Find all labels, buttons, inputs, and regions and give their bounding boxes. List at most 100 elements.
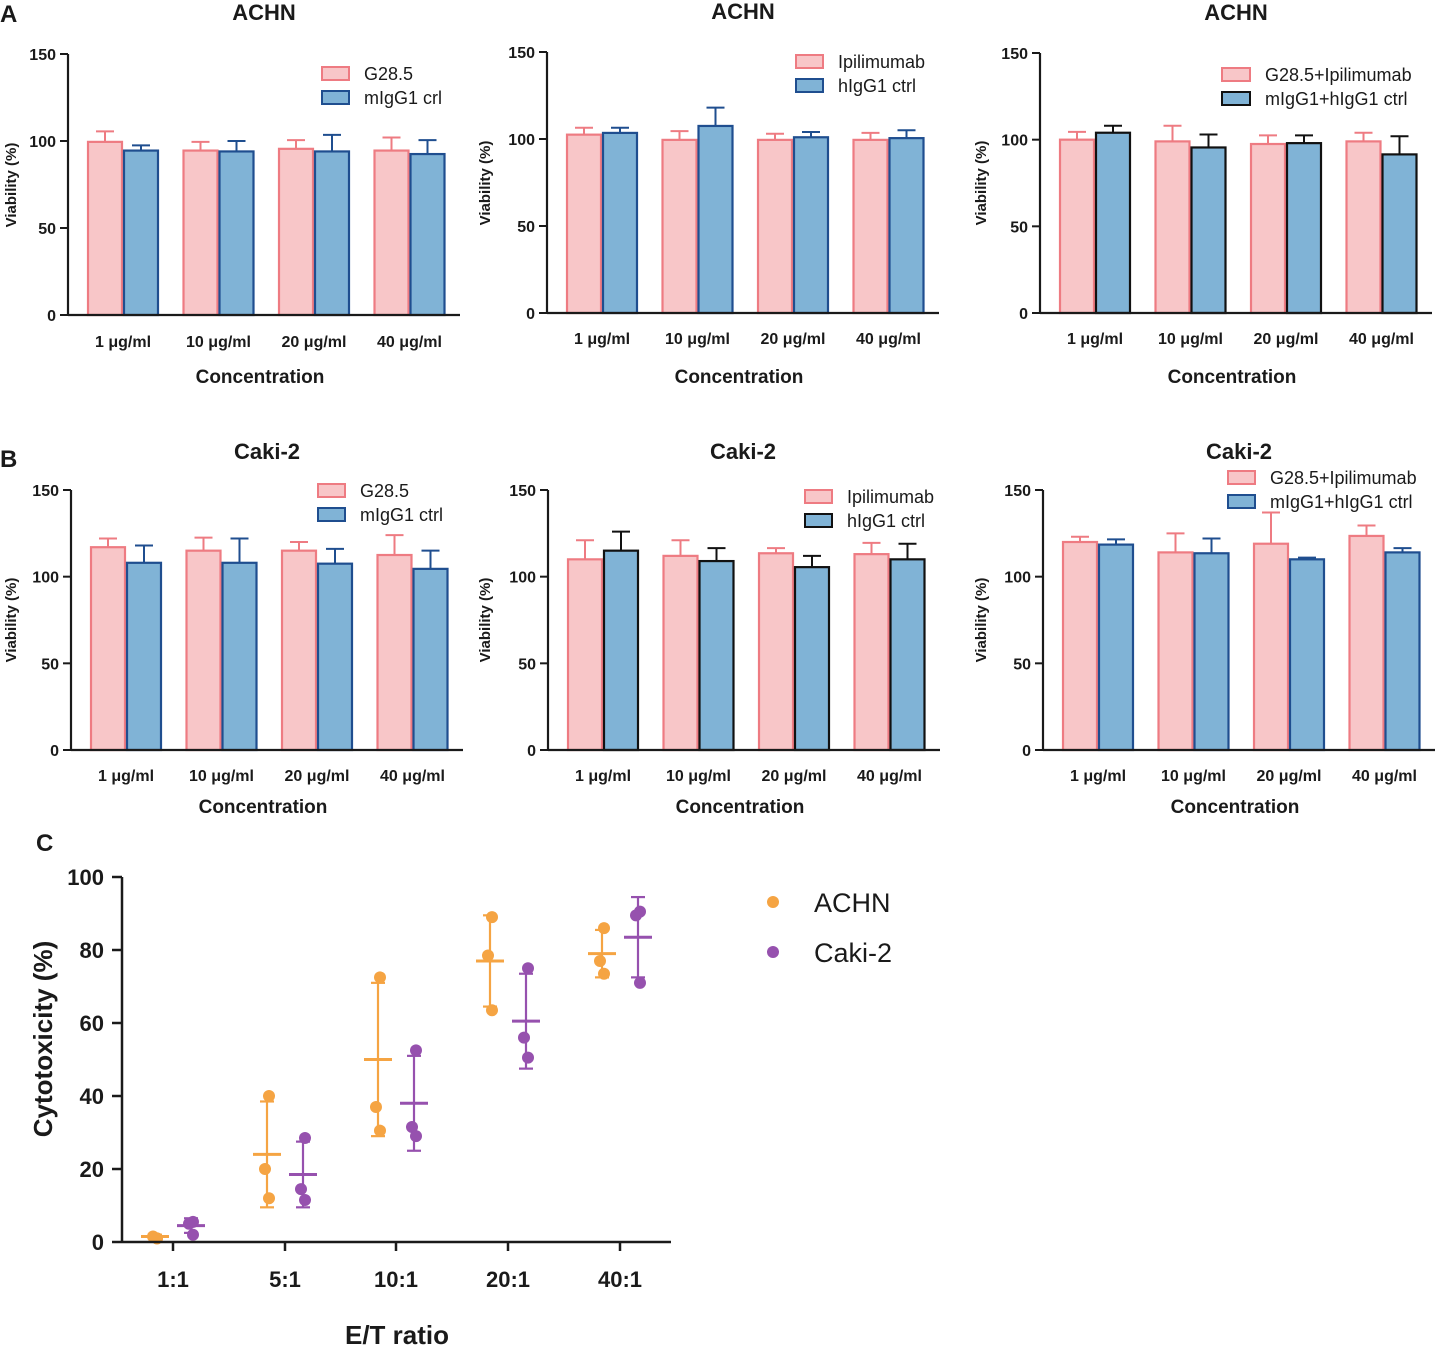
legend-label-1: Ipilimumab [838, 52, 925, 72]
bar-1-3 [756, 138, 794, 315]
legend-label-2: Caki-2 [814, 938, 892, 968]
y-tick-label: 150 [1001, 46, 1028, 63]
bar-chart-4: Caki-2 Viability (%) Concentration 1 μg/ml 1… [3, 439, 463, 818]
bar-2-1 [122, 149, 160, 317]
legend-swatch-1 [321, 66, 350, 81]
bar-2-3 [313, 150, 351, 317]
legend-label-2: mIgG1 ctrl [360, 505, 443, 525]
y-tick-label: 0 [50, 743, 59, 760]
x-tick-label: 40 μg/ml [1352, 768, 1417, 785]
bar-1-2 [1154, 140, 1191, 315]
panel-label-c: C [36, 830, 53, 857]
data-point-2-1-2 [183, 1217, 195, 1230]
y-tick-label: 50 [517, 219, 535, 236]
bar-1-1 [565, 133, 603, 315]
x-tick-label: 10 μg/ml [189, 768, 254, 785]
bar-2-3 [792, 136, 830, 315]
bar-chart-6: Caki-2 Viability (%) Concentration 1 μg/ml 1… [973, 439, 1435, 818]
x-tick-label: 20 μg/ml [762, 768, 827, 785]
x-tick-label: 1 μg/ml [98, 768, 154, 785]
bar-2-1 [1097, 543, 1135, 752]
bar-chart-3: ACHN Viability (%) Concentration 1 μg/ml 10 … [973, 0, 1432, 388]
bar-1-4 [373, 149, 410, 317]
x-tick-label: 10 μg/ml [1161, 768, 1226, 785]
legend-label-1: G28.5+Ipilimumab [1265, 65, 1412, 85]
y-axis-label: Cytotoxicity (%) [28, 941, 58, 1137]
y-tick-label: 100 [1004, 570, 1031, 587]
bar-1-3 [277, 147, 315, 317]
bar-2-4 [889, 558, 926, 752]
data-point-2-3-1 [410, 1044, 422, 1057]
panel-label-a: A [0, 1, 17, 28]
bar-1-1 [86, 140, 124, 317]
x-axis-label: Concentration [1171, 797, 1300, 818]
x-tick-label: 10:1 [374, 1267, 418, 1292]
bar-1-3 [757, 552, 795, 752]
data-point-1-3-1 [374, 971, 386, 984]
data-point-1-2-3 [263, 1192, 275, 1205]
bar-2-4 [1381, 153, 1418, 315]
x-tick-label: 20:1 [486, 1267, 530, 1292]
x-axis-label: Concentration [1168, 367, 1297, 388]
bar-2-4 [888, 137, 925, 315]
x-tick-label: 20 μg/ml [1257, 768, 1322, 785]
x-tick-label: 40 μg/ml [1349, 331, 1414, 348]
y-tick-label: 100 [509, 570, 536, 587]
legend-swatch-2 [1227, 494, 1256, 509]
x-tick-label: 1 μg/ml [1067, 331, 1123, 348]
legend-swatch-2 [317, 507, 346, 522]
panel-label-b: B [0, 446, 17, 473]
legend-label-1: Ipilimumab [847, 487, 934, 507]
legend-swatch-1 [804, 489, 833, 504]
x-tick-label: 5:1 [269, 1267, 301, 1292]
bar-1-2 [662, 554, 699, 752]
bar-1-3 [280, 549, 318, 752]
y-axis-label: Viability (%) [973, 141, 990, 226]
bar-2-2 [1193, 552, 1230, 752]
legend-label-1: G28.5+Ipilimumab [1270, 468, 1417, 488]
bar-2-2 [218, 150, 255, 317]
data-point-1-3-2 [370, 1100, 382, 1113]
bar-1-4 [376, 553, 413, 752]
chart-title: Caki-2 [234, 439, 300, 464]
bar-1-4 [1345, 140, 1382, 315]
x-tick-label: 1 μg/ml [574, 331, 630, 348]
bar-2-3 [1285, 142, 1323, 315]
bar-2-4 [409, 152, 446, 317]
y-tick-label: 50 [518, 656, 536, 673]
x-axis-label: Concentration [675, 367, 804, 388]
data-point-2-4-2 [518, 1031, 530, 1044]
y-tick-label: 20 [80, 1157, 104, 1182]
legend-swatch-1 [317, 483, 346, 498]
data-point-1-5-1 [598, 922, 610, 935]
x-axis-label: Concentration [196, 367, 325, 388]
chart-title: Caki-2 [710, 439, 776, 464]
x-tick-label: 20 μg/ml [761, 331, 826, 348]
x-tick-label: 1 μg/ml [95, 334, 151, 351]
bar-2-2 [698, 559, 735, 752]
legend-swatch-2 [321, 90, 350, 105]
data-point-2-5-2 [630, 909, 642, 922]
y-tick-label: 0 [527, 743, 536, 760]
bar-2-1 [601, 131, 639, 315]
data-point-1-2-1 [263, 1090, 275, 1102]
x-tick-label: 20 μg/ml [282, 334, 347, 351]
legend-marker-1 [767, 896, 779, 908]
legend-label-2: hIgG1 ctrl [838, 76, 916, 96]
legend-label-1: G28.5 [360, 481, 409, 501]
y-tick-label: 0 [92, 1230, 104, 1255]
data-point-1-4-2 [482, 949, 494, 962]
bar-2-4 [1384, 551, 1421, 752]
data-point-2-3-3 [410, 1130, 422, 1143]
chart-title: ACHN [1204, 0, 1268, 25]
bar-1-2 [661, 138, 698, 315]
data-point-1-5-3 [598, 967, 610, 980]
y-tick-label: 60 [80, 1011, 104, 1036]
bar-2-3 [793, 566, 831, 752]
x-tick-label: 10 μg/ml [666, 768, 731, 785]
legend-label-1: G28.5 [364, 64, 413, 84]
x-tick-label: 40 μg/ml [380, 768, 445, 785]
scatter-chart: 0 20 40 60 80 100 1:1 5:1 10:1 20:1 40:1 E/T ratio C… [28, 865, 892, 1346]
bar-2-3 [316, 562, 354, 752]
